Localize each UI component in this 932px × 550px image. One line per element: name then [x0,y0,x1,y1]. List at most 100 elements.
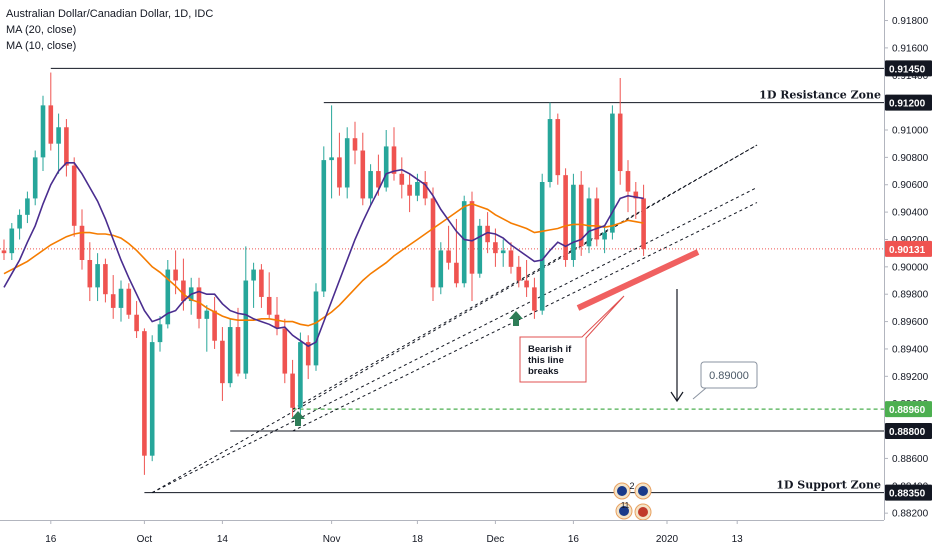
candle-body [594,198,600,240]
candle-body [430,198,436,288]
candle-body [142,331,147,456]
time-tick-label: Nov [323,534,341,545]
time-tick-label: 16 [568,534,580,545]
price-axis[interactable]: 0.918000.916000.914000.912000.910000.908… [884,0,932,520]
time-tick-label: 16 [45,534,57,545]
target-box [700,361,758,389]
candle-body [321,160,327,292]
price-tick-label: 0.89800 [892,290,929,301]
candle-body [610,113,615,233]
candle-body [625,171,631,192]
candle-body [95,264,100,288]
ma10-line [3,162,644,348]
candle-body [118,288,124,308]
time-axis[interactable]: 16 Oct 14 Nov 18 Dec 16 2020 13 [0,520,884,545]
candle-body [547,119,553,182]
candle-body [313,291,319,366]
candle-body [126,288,132,315]
candle-body [571,184,576,260]
candle-body [532,287,537,311]
candle-body [368,171,373,199]
moving-averages [3,162,644,348]
price-tick-label: 0.91000 [892,126,929,137]
price-tick-label: 0.90600 [892,180,929,191]
candle-body [290,373,295,408]
candle-body [446,250,451,263]
last-price-tag [885,240,932,257]
event-count: 2 [629,481,634,491]
candle-body [391,146,397,174]
trendline [292,202,758,432]
candle-body [227,327,233,384]
candle-body [134,314,139,332]
candle-body [633,191,639,199]
price-tick-label: 0.89200 [892,372,929,383]
price-levels: 1D Resistance Zone 1D Support Zone [0,67,884,494]
candle-body [508,250,514,267]
candle-body [87,260,93,288]
target-level-price-tag [885,401,932,418]
candle-body [298,342,303,408]
resistance-zone-price-tag [885,94,932,111]
candle-body [461,201,467,284]
trendline [151,144,758,494]
flag-icon [638,507,648,517]
target-box-pointer [692,387,707,400]
support-zone-price-tag [885,484,932,501]
target-level-price-tag-text: 0.88960 [889,405,926,416]
candle-body [539,182,545,311]
ma20-legend[interactable]: MA (20, close) [6,24,77,36]
candle-body [555,119,561,176]
candle-body [243,280,249,374]
candle-body [399,173,405,185]
price-tick-label: 0.91800 [892,16,929,27]
candle-body [477,225,483,274]
candle-body [48,105,54,144]
time-tick-label: 2020 [656,534,679,545]
candle-body [157,324,163,343]
chart-legend: Australian Dollar/Canadian Dollar, 1D, I… [6,6,213,54]
ma10-legend[interactable]: MA (10, close) [6,40,77,52]
price-tick-label: 0.90000 [892,262,929,273]
candle-body [383,146,389,188]
resistance-high-price-tag [885,60,932,77]
candle-body [32,157,38,199]
price-tick-label: 0.91600 [892,43,929,54]
support-zone-text: 1D Support Zone [776,479,881,492]
candle-body [485,225,490,243]
price-tick-label: 0.90800 [892,153,929,164]
candle-body [71,165,77,226]
candle-body [212,310,217,341]
resistance-zone-text: 1D Resistance Zone [759,89,881,102]
candle-body [376,171,381,188]
candle-body [25,198,30,215]
price-tick-label: 0.89400 [892,344,929,355]
candle-body [344,138,350,188]
callout-text: breaks [528,366,559,377]
candle-body [360,150,366,199]
candle-body [79,225,85,260]
callout-text: this line [528,355,564,366]
candle-body [274,314,280,329]
resistance-high-price-tag-text: 0.91450 [889,64,926,75]
candle-body [17,214,22,229]
candle-body [220,340,225,384]
time-tick-label: 18 [412,534,424,545]
up-arrow-higher-low [509,311,523,326]
candle-body [305,342,311,366]
low-level-price-tag-text: 0.88800 [889,427,926,438]
flag-icon [619,506,629,516]
symbol-title[interactable]: Australian Dollar/Canadian Dollar, 1D, I… [6,8,214,20]
candle-body [56,127,61,144]
candle-body [329,157,334,161]
candle-body [251,269,256,281]
candle-body [9,228,15,254]
time-tick-label: Dec [487,534,505,545]
candle-body [524,280,529,288]
resistance-zone-price-tag-text: 0.91200 [889,99,926,110]
candle-body [337,157,342,188]
down-arrow-head [670,391,684,403]
ma20-line [3,203,644,327]
candle-body [352,138,358,151]
